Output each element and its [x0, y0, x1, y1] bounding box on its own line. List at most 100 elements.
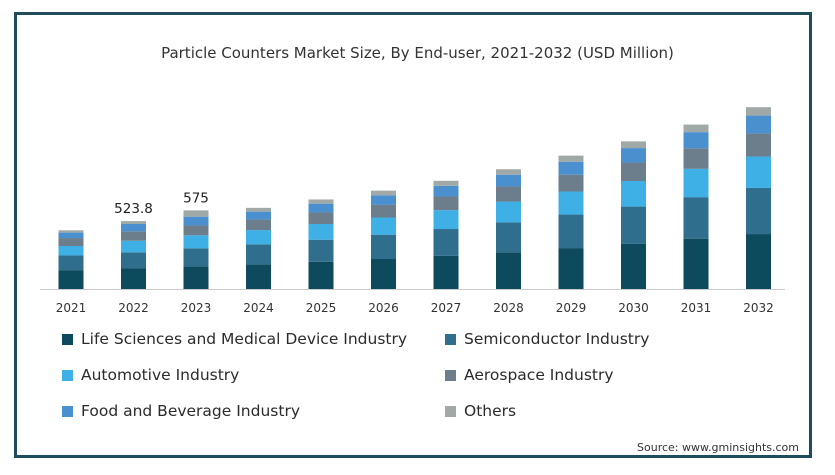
x-tick-label-2030: 2030 — [618, 301, 649, 315]
x-tick-label-2029: 2029 — [556, 301, 587, 315]
bar-segment-2021-2 — [58, 246, 84, 256]
bar-segment-2031-3 — [683, 148, 709, 169]
legend-item-life-sciences: Life Sciences and Medical Device Industr… — [62, 330, 407, 348]
x-tick-label-2024: 2024 — [243, 301, 274, 315]
data-label-2023: 575 — [183, 190, 209, 206]
bar-segment-2022-1 — [121, 252, 146, 269]
bar-segment-2032-5 — [746, 107, 771, 116]
bar-segment-2023-3 — [183, 225, 209, 236]
bar-segment-2022-3 — [121, 231, 146, 241]
x-tick-label-2023: 2023 — [181, 301, 212, 315]
legend-swatch-semiconductor — [445, 333, 456, 345]
bar-segment-2031-0 — [683, 238, 709, 289]
bar-segment-2023-1 — [183, 248, 209, 267]
bar-segment-2025-1 — [308, 239, 334, 262]
bar-segment-2024-2 — [246, 230, 271, 245]
bar-segment-2022-0 — [121, 268, 146, 289]
bar-segment-2024-5 — [246, 207, 271, 212]
bar-segment-2024-1 — [246, 244, 271, 265]
bar-segment-2025-2 — [308, 223, 334, 240]
bar-segment-2024-3 — [246, 219, 271, 231]
legend-swatch-life-sciences — [62, 333, 73, 345]
bar-segment-2031-5 — [683, 124, 709, 133]
bar-segment-2029-3 — [558, 174, 584, 192]
bar-segment-2024-4 — [246, 211, 271, 220]
bar-segment-2022-5 — [121, 221, 146, 224]
bar-segment-2028-0 — [496, 252, 521, 289]
bar-segment-2028-1 — [496, 222, 521, 253]
bar-segment-2026-2 — [371, 217, 396, 235]
bar-segment-2024-0 — [246, 264, 271, 289]
bar-segment-2028-3 — [496, 186, 521, 202]
bar-segment-2026-1 — [371, 234, 396, 260]
bar-segment-2023-2 — [183, 235, 209, 249]
bar-segment-2027-3 — [433, 196, 459, 211]
x-tick-label-2028: 2028 — [493, 301, 524, 315]
chart-title: Particle Counters Market Size, By End-us… — [161, 44, 674, 62]
bar-segment-2030-1 — [621, 206, 646, 244]
bar-segment-2027-0 — [433, 255, 459, 289]
bar-segment-2030-4 — [621, 148, 646, 163]
legend-item-aerospace: Aerospace Industry — [445, 366, 614, 384]
bar-segment-2021-1 — [58, 255, 84, 271]
legend-label-food-beverage: Food and Beverage Industry — [81, 402, 300, 420]
bar-segment-2030-2 — [621, 181, 646, 207]
bar-segment-2026-5 — [371, 190, 396, 196]
bar-segment-2032-1 — [746, 187, 771, 235]
bar-segment-2023-4 — [183, 216, 209, 226]
bar-segment-2030-0 — [621, 243, 646, 289]
bar-segment-2025-5 — [308, 199, 334, 204]
bar-segment-2028-5 — [496, 169, 521, 175]
bar-segment-2027-5 — [433, 180, 459, 186]
x-tick-label-2026: 2026 — [368, 301, 399, 315]
bar-segment-2028-4 — [496, 174, 521, 187]
bar-segment-2032-4 — [746, 115, 771, 134]
x-tick-label-2025: 2025 — [306, 301, 337, 315]
chart-frame — [14, 12, 812, 458]
legend-label-aerospace: Aerospace Industry — [464, 366, 614, 384]
bar-segment-2021-4 — [58, 232, 84, 239]
bar-segment-2023-5 — [183, 210, 209, 217]
x-tick-label-2031: 2031 — [681, 301, 712, 315]
legend-swatch-automotive — [62, 369, 73, 381]
bar-segment-2031-4 — [683, 132, 709, 149]
bar-segment-2029-5 — [558, 155, 584, 162]
bar-segment-2021-0 — [58, 270, 84, 289]
bar-segment-2025-4 — [308, 203, 334, 213]
bar-segment-2025-3 — [308, 212, 334, 224]
bar-segment-2027-1 — [433, 229, 459, 256]
bar-segment-2023-0 — [183, 266, 209, 289]
bar-segment-2030-5 — [621, 141, 646, 149]
bar-segment-2031-1 — [683, 197, 709, 239]
legend-item-food-beverage: Food and Beverage Industry — [62, 402, 300, 420]
bar-segment-2022-2 — [121, 240, 146, 253]
bar-segment-2022-4 — [121, 223, 146, 232]
x-tick-label-2021: 2021 — [56, 301, 87, 315]
source-note: Source: www.gminsights.com — [637, 441, 799, 454]
bar-segment-2031-2 — [683, 168, 709, 198]
bar-segment-2029-0 — [558, 248, 584, 289]
legend-item-others: Others — [445, 402, 516, 420]
legend-label-semiconductor: Semiconductor Industry — [464, 330, 650, 348]
legend-label-automotive: Automotive Industry — [81, 366, 240, 384]
bar-segment-2027-2 — [433, 210, 459, 230]
bar-segment-2027-4 — [433, 185, 459, 197]
legend-swatch-aerospace — [445, 369, 456, 381]
legend-swatch-others — [445, 405, 456, 417]
bar-segment-2026-0 — [371, 259, 396, 289]
legend-item-automotive: Automotive Industry — [62, 366, 239, 384]
bar-segment-2029-2 — [558, 191, 584, 215]
bar-segment-2021-5 — [58, 230, 84, 233]
data-label-2022: 523.8 — [114, 201, 153, 217]
bar-segment-2032-0 — [746, 234, 771, 289]
legend-swatch-food-beverage — [62, 405, 73, 417]
legend-item-semiconductor: Semiconductor Industry — [445, 330, 649, 348]
bar-segment-2028-2 — [496, 201, 521, 223]
bar-segment-2025-0 — [308, 261, 334, 289]
bar-segment-2032-2 — [746, 156, 771, 188]
bar-segment-2032-3 — [746, 133, 771, 157]
bar-segment-2029-1 — [558, 214, 584, 249]
x-tick-label-2022: 2022 — [118, 301, 149, 315]
bar-segment-2021-3 — [58, 238, 84, 247]
